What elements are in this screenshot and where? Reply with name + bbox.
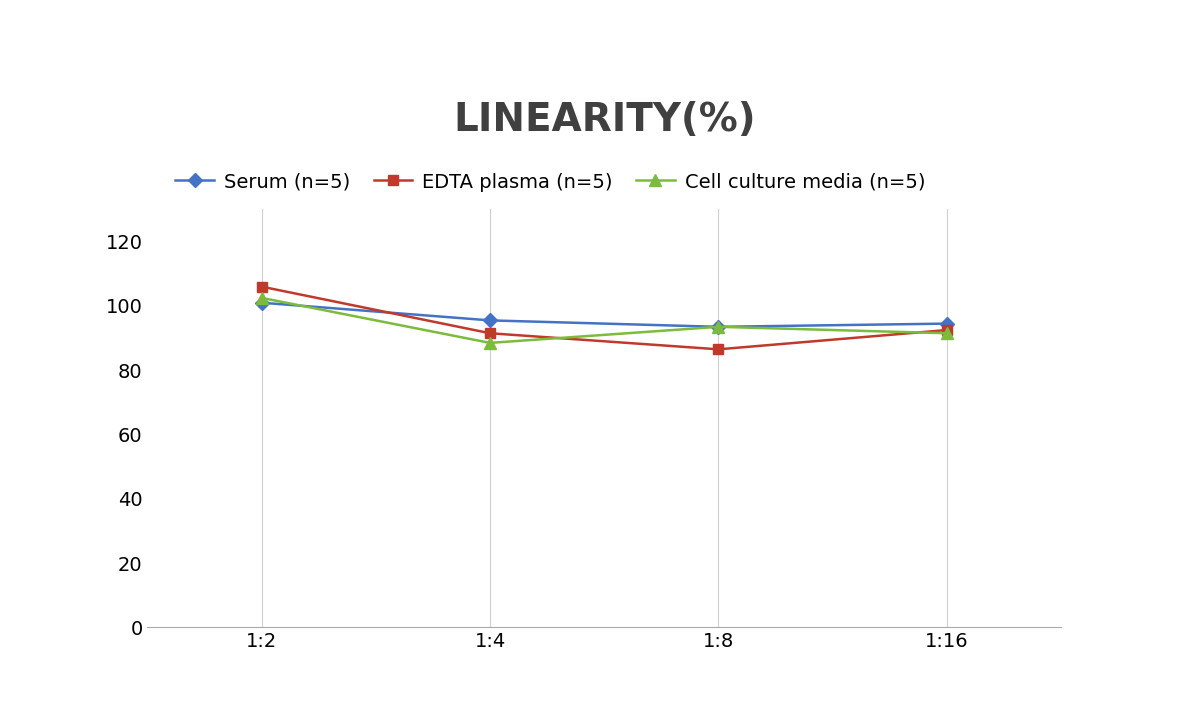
Cell culture media (n=5) (255, 294, 269, 302)
Line: EDTA plasma (n=5): EDTA plasma (n=5) (257, 282, 951, 354)
EDTA plasma (n=5) (255, 283, 269, 291)
Line: Cell culture media (n=5): Cell culture media (n=5) (256, 293, 953, 348)
Serum (n=5) (711, 323, 725, 331)
Text: LINEARITY(%): LINEARITY(%) (453, 101, 756, 139)
Serum (n=5) (940, 319, 954, 328)
Cell culture media (n=5) (940, 329, 954, 338)
Cell culture media (n=5) (711, 323, 725, 331)
EDTA plasma (n=5) (940, 326, 954, 334)
Legend: Serum (n=5), EDTA plasma (n=5), Cell culture media (n=5): Serum (n=5), EDTA plasma (n=5), Cell cul… (176, 173, 926, 192)
Serum (n=5) (255, 298, 269, 307)
Cell culture media (n=5) (483, 338, 498, 347)
Serum (n=5) (483, 316, 498, 324)
EDTA plasma (n=5) (711, 345, 725, 353)
EDTA plasma (n=5) (483, 329, 498, 338)
Line: Serum (n=5): Serum (n=5) (257, 298, 951, 331)
